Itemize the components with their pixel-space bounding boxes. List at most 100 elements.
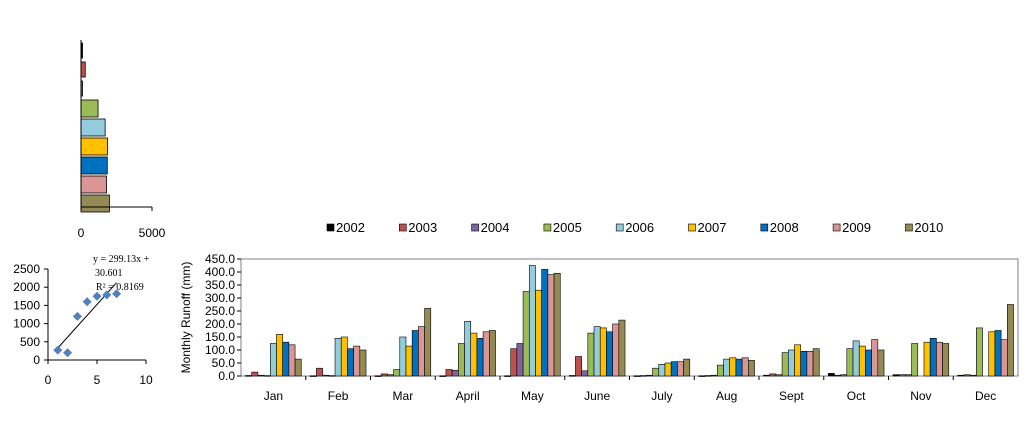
bar-Dec-2009 (1000, 339, 1008, 377)
bar-Mar-2007 (405, 345, 413, 377)
bar-April-2003 (445, 369, 453, 377)
bar-Dec-2008 (994, 330, 1002, 377)
hbar-2007 (80, 137, 108, 156)
scatter-y-tick-label: 1500 (13, 298, 40, 312)
bar-July-2008 (670, 361, 678, 377)
bar-Aug-2007 (729, 357, 737, 377)
monthly-x-tick-label: Feb (328, 389, 349, 403)
bar-Sept-2006 (787, 349, 795, 377)
legend-swatch-2002 (326, 223, 335, 232)
hbar-2003 (80, 61, 86, 78)
legend-swatch-2006 (615, 223, 624, 232)
scatter-x-tick-label: 0 (45, 373, 52, 387)
monthly-x-tick-label: Jan (264, 389, 283, 403)
hbar-2008 (80, 156, 108, 175)
bar-Nov-2003 (898, 374, 906, 377)
bar-Nov-2008 (929, 337, 937, 377)
legend-swatch-2007 (688, 223, 696, 232)
legend-swatch-2005 (543, 223, 552, 232)
bar-Feb-2003 (316, 367, 323, 377)
legend-label-2002: 2002 (336, 220, 365, 235)
bar-Oct-2004 (840, 374, 848, 377)
bar-Dec-2004 (969, 374, 977, 377)
bar-Feb-2008 (347, 348, 354, 377)
bar-May-2004 (516, 343, 524, 377)
bar-Oct-2005 (846, 348, 854, 377)
legend-label-2009: 2009 (842, 220, 871, 235)
scatter-point-1 (53, 345, 63, 355)
bar-Sept-2009 (806, 350, 814, 377)
bar-Dec-2010 (1007, 304, 1014, 377)
legend-label-2003: 2003 (408, 220, 437, 235)
bar-Feb-2005 (328, 375, 336, 377)
scatter-x-tick-label: 5 (94, 373, 101, 387)
bar-Feb-2007 (340, 336, 348, 377)
monthly-x-tick-label: Sept (779, 389, 804, 403)
bar-June-2008 (606, 331, 613, 377)
bar-Nov-2010 (942, 343, 950, 377)
monthly-x-tick-label: Mar (393, 389, 414, 403)
bar-May-2003 (510, 348, 518, 377)
scatter-r-squared: R² = 0.8169 (96, 282, 144, 293)
monthly-y-tick-label: 0.0 (218, 369, 235, 383)
legend-swatch-2010 (905, 223, 913, 232)
scatter-equation-line-2: 30.601 (95, 268, 123, 279)
hbar-x-tick-label: 5000 (139, 226, 166, 240)
hbar-x-tick-label: 0 (78, 226, 85, 240)
monthly-y-tick-label: 450.0 (205, 252, 235, 266)
bar-Oct-2009 (871, 339, 879, 377)
bar-April-2010 (489, 330, 496, 377)
monthly-x-tick-label: Dec (975, 389, 996, 403)
bar-Oct-2003 (834, 374, 841, 377)
monthly-x-tick-label: June (584, 389, 610, 403)
bar-June-2005 (587, 332, 595, 377)
bar-June-2003 (575, 356, 582, 377)
hbar-2005 (80, 99, 99, 118)
legend-label-2004: 2004 (481, 220, 510, 235)
bar-Nov-2005 (911, 343, 919, 377)
scatter-point-7 (112, 289, 122, 299)
bar-May-2008 (541, 269, 549, 377)
bar-Jan-2004 (257, 374, 265, 377)
bar-June-2002 (568, 375, 576, 377)
scatter-x-tick-label: 10 (139, 373, 153, 387)
bar-June-2004 (581, 370, 589, 377)
legend-swatch-2009 (832, 223, 841, 232)
legend-swatch-2008 (760, 223, 769, 232)
bar-Jan-2005 (263, 375, 271, 377)
monthly-x-tick-label: May (521, 389, 544, 403)
bar-April-2008 (476, 337, 484, 377)
bar-Dec-2003 (963, 374, 971, 377)
bar-April-2004 (451, 369, 459, 377)
bar-Jan-2009 (288, 344, 296, 377)
bar-May-2010 (553, 272, 561, 377)
bar-May-2005 (522, 291, 530, 377)
bar-Dec-2002 (957, 374, 965, 377)
bar-Jan-2007 (276, 334, 283, 377)
bar-July-2004 (646, 374, 653, 377)
bar-Sept-2007 (794, 344, 801, 377)
bar-June-2007 (599, 327, 607, 377)
legend-label-2006: 2006 (625, 220, 654, 235)
bar-June-2006 (593, 326, 601, 377)
monthly-y-tick-label: 150.0 (205, 330, 235, 344)
bar-Nov-2007 (923, 341, 931, 377)
scatter-point-3 (72, 311, 82, 321)
scatter-y-tick-label: 500 (20, 335, 40, 349)
annual-horizontal-bar-chart: 0 5000 (78, 40, 166, 240)
bar-July-2009 (677, 361, 684, 377)
legend-label-2005: 2005 (553, 220, 582, 235)
bar-Jan-2010 (294, 358, 302, 377)
bar-Sept-2008 (800, 350, 808, 377)
bar-Sept-2002 (763, 374, 770, 377)
hbar-2009 (80, 175, 107, 194)
bar-May-2009 (547, 274, 555, 377)
bar-July-2003 (639, 375, 647, 377)
monthly-y-tick-label: 200.0 (205, 317, 235, 331)
bar-Nov-2004 (905, 374, 912, 377)
scatter-point-5 (92, 291, 102, 301)
bar-April-2006 (464, 321, 472, 377)
legend-swatch-2003 (398, 223, 407, 232)
bar-July-2007 (664, 362, 672, 377)
